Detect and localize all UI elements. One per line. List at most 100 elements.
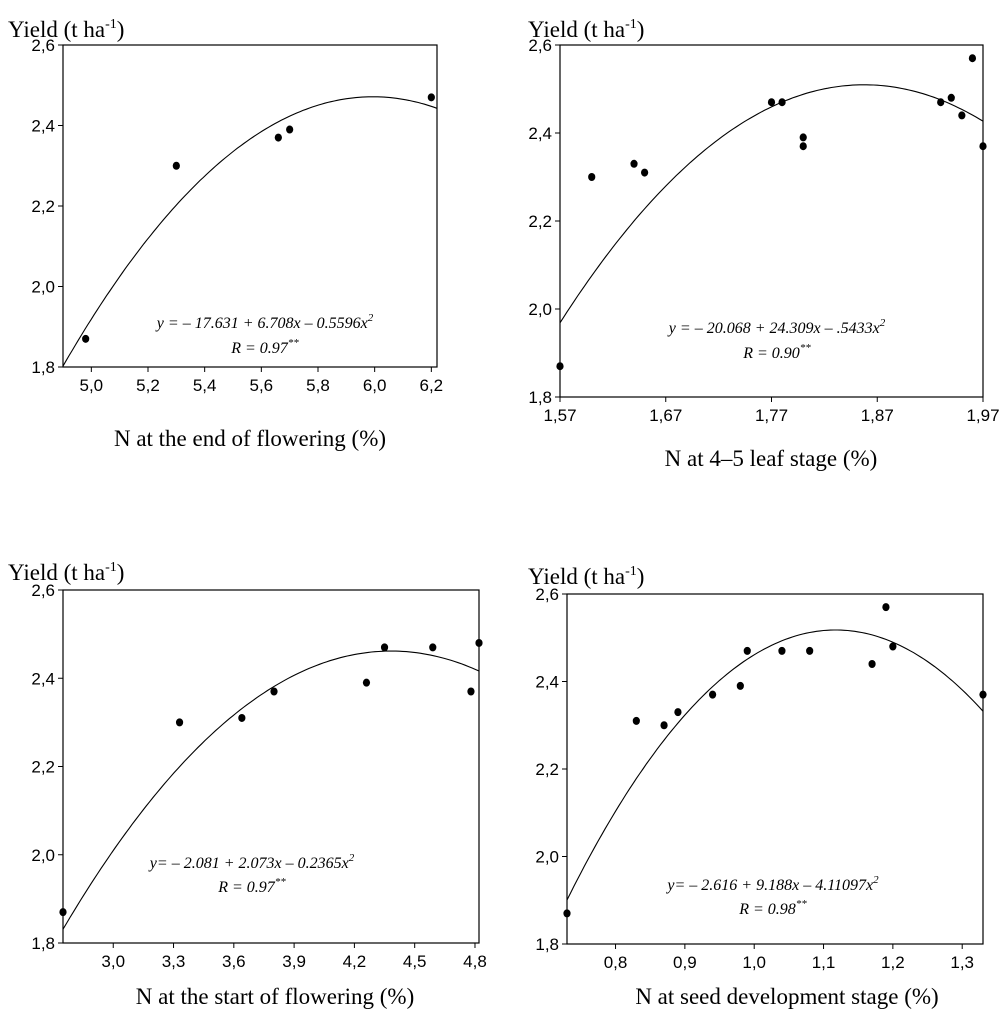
data-point bbox=[274, 133, 282, 142]
x-tick-label: 3,6 bbox=[222, 952, 246, 971]
data-point bbox=[82, 334, 90, 343]
y-tick-label: 2,4 bbox=[31, 117, 55, 136]
y-tick-label: 2,0 bbox=[31, 278, 55, 297]
x-tick-label: 1,97 bbox=[966, 406, 999, 425]
data-point bbox=[467, 687, 475, 696]
x-tick-label: 1,87 bbox=[861, 406, 894, 425]
y-tick-label: 2,2 bbox=[528, 212, 552, 231]
data-point bbox=[630, 159, 638, 168]
y-tick-label: 1,8 bbox=[31, 934, 55, 953]
y-tick-label: 1,8 bbox=[528, 388, 552, 407]
x-tick-label: 5,0 bbox=[80, 376, 104, 395]
data-point bbox=[175, 718, 184, 727]
data-point bbox=[882, 603, 890, 612]
x-tick-label: 3,0 bbox=[101, 952, 125, 971]
data-point bbox=[556, 362, 564, 371]
y-axis-label: Yield (t ha-1) bbox=[8, 560, 124, 585]
data-point bbox=[641, 168, 649, 177]
data-point bbox=[172, 161, 180, 170]
y-tick-label: 2,6 bbox=[31, 581, 55, 600]
y-tick-label: 2,0 bbox=[528, 300, 552, 319]
chart-panel-start-of-flowering: Yield (t ha-1) 1,8 2,0 2,2 2,4 2,6 3,0 3,3 3,6 3,… bbox=[8, 560, 487, 1009]
data-point bbox=[270, 687, 278, 696]
data-point bbox=[947, 93, 955, 102]
data-point bbox=[806, 646, 814, 655]
correlation-coefficient: R = 0.97** bbox=[230, 337, 299, 357]
x-tick-label: 5,4 bbox=[193, 376, 217, 395]
plot-frame bbox=[62, 44, 438, 368]
x-axis-label: N at the end of flowering (%) bbox=[114, 426, 386, 451]
data-point bbox=[889, 642, 897, 651]
fit-curve bbox=[567, 629, 983, 901]
y-tick-label: 2,4 bbox=[528, 124, 552, 143]
y-tick-label: 2,4 bbox=[535, 673, 559, 692]
x-tick-label: 1,0 bbox=[742, 953, 766, 972]
y-tick-label: 2,0 bbox=[31, 846, 55, 865]
y-tick-label: 1,8 bbox=[535, 935, 559, 954]
chart-panel-end-of-flowering: Yield (t ha-1) 1,8 2,0 2,2 2,4 2,6 5,0 5,2 5,4 5,… bbox=[8, 17, 443, 451]
y-tick-label: 2,6 bbox=[31, 36, 55, 55]
data-point bbox=[238, 713, 246, 722]
x-axis-label: N at 4–5 leaf stage (%) bbox=[665, 446, 878, 471]
x-axis-label: N at the start of flowering (%) bbox=[136, 984, 414, 1009]
y-tick-label: 2,2 bbox=[31, 758, 55, 777]
data-point bbox=[736, 681, 744, 690]
chart-panel-seed-development: Yield (t ha-1) 1,8 2,0 2,2 2,4 2,6 0,8 0,9 1,0 1,… bbox=[528, 564, 987, 1009]
data-point bbox=[286, 125, 294, 134]
correlation-coefficient: R = 0.90** bbox=[742, 342, 811, 362]
regression-equation: y= – 2.081 + 2.073x – 0.2365x2 bbox=[148, 852, 355, 872]
data-point bbox=[767, 98, 776, 107]
y-tick-label: 2,6 bbox=[535, 585, 559, 604]
data-point bbox=[632, 716, 640, 725]
x-tick-label: 1,67 bbox=[649, 406, 682, 425]
x-tick-label: 0,9 bbox=[673, 953, 697, 972]
data-point bbox=[709, 690, 717, 699]
data-point bbox=[958, 111, 966, 120]
data-point bbox=[674, 708, 682, 717]
y-axis-label: Yield (t ha-1) bbox=[528, 17, 644, 42]
regression-equation: y = – 20.068 + 24.309x – .5433x2 bbox=[667, 317, 886, 337]
x-tick-label: 1,57 bbox=[543, 406, 576, 425]
data-point bbox=[799, 142, 807, 151]
correlation-coefficient: R = 0.98** bbox=[738, 898, 807, 918]
fit-curve bbox=[63, 96, 437, 367]
data-point bbox=[743, 646, 751, 655]
fit-curve bbox=[63, 650, 479, 930]
y-tick-label: 2,2 bbox=[535, 760, 559, 779]
y-tick-label: 2,0 bbox=[535, 848, 559, 867]
regression-equation: y= – 2.616 + 9.188x – 4.11097x2 bbox=[665, 874, 879, 894]
y-tick-label: 1,8 bbox=[31, 358, 55, 377]
fit-curve bbox=[560, 84, 983, 324]
data-point bbox=[59, 908, 67, 917]
data-point bbox=[979, 690, 987, 699]
data-point bbox=[563, 909, 571, 918]
x-tick-label: 4,8 bbox=[463, 952, 487, 971]
data-point bbox=[362, 678, 371, 687]
data-point bbox=[868, 660, 876, 668]
data-point bbox=[799, 133, 807, 142]
data-point bbox=[588, 173, 596, 181]
y-tick-label: 2,6 bbox=[528, 36, 552, 55]
x-tick-label: 4,2 bbox=[343, 952, 367, 971]
data-point bbox=[380, 643, 389, 652]
data-point bbox=[660, 721, 668, 730]
x-tick-label: 5,8 bbox=[306, 376, 330, 395]
y-axis-label: Yield (t ha-1) bbox=[8, 17, 124, 42]
y-tick-label: 2,4 bbox=[31, 669, 55, 688]
x-tick-label: 6,0 bbox=[363, 376, 387, 395]
x-tick-label: 5,2 bbox=[136, 376, 160, 395]
x-tick-label: 0,8 bbox=[604, 953, 628, 972]
data-point bbox=[979, 142, 987, 151]
data-point bbox=[427, 93, 435, 102]
x-tick-label: 1,1 bbox=[812, 953, 836, 972]
data-point bbox=[429, 643, 437, 652]
correlation-coefficient: R = 0.97** bbox=[217, 876, 286, 896]
x-tick-label: 5,6 bbox=[250, 376, 274, 395]
x-tick-label: 1,2 bbox=[881, 953, 905, 972]
plot-frame bbox=[62, 589, 480, 944]
x-tick-label: 4,5 bbox=[403, 952, 427, 971]
data-point bbox=[778, 646, 786, 655]
data-point bbox=[937, 98, 945, 107]
data-point bbox=[778, 98, 786, 107]
